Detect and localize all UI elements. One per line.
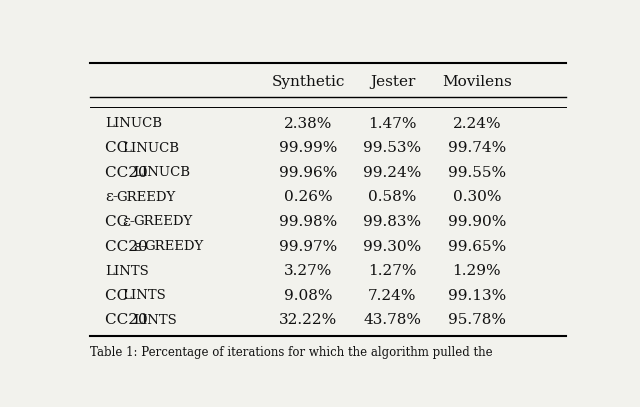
Text: 99.13%: 99.13% xyxy=(447,289,506,303)
Text: CC: CC xyxy=(105,215,133,229)
Text: 99.96%: 99.96% xyxy=(279,166,337,180)
Text: 32.22%: 32.22% xyxy=(279,313,337,327)
Text: Table 1: Percentage of iterations for which the algorithm pulled the: Table 1: Percentage of iterations for wh… xyxy=(90,346,493,359)
Text: CC: CC xyxy=(105,141,133,155)
Text: ε-: ε- xyxy=(133,240,147,254)
Text: GREEDY: GREEDY xyxy=(133,215,193,228)
Text: 2.24%: 2.24% xyxy=(452,117,501,131)
Text: ε-: ε- xyxy=(122,215,135,229)
Text: LINTS: LINTS xyxy=(133,314,177,327)
Text: CC20: CC20 xyxy=(105,313,152,327)
Text: 99.30%: 99.30% xyxy=(364,240,422,254)
Text: LINUCB: LINUCB xyxy=(133,166,190,179)
Text: Jester: Jester xyxy=(370,75,415,89)
Text: 99.74%: 99.74% xyxy=(447,141,506,155)
Text: GREEDY: GREEDY xyxy=(116,191,175,204)
Text: 99.24%: 99.24% xyxy=(364,166,422,180)
Text: 3.27%: 3.27% xyxy=(284,264,332,278)
Text: 7.24%: 7.24% xyxy=(368,289,417,303)
Text: CC20: CC20 xyxy=(105,240,152,254)
Text: Synthetic: Synthetic xyxy=(271,75,345,89)
Text: LINUCB: LINUCB xyxy=(122,142,179,155)
Text: CC: CC xyxy=(105,289,133,303)
Text: 99.65%: 99.65% xyxy=(447,240,506,254)
Text: 99.55%: 99.55% xyxy=(448,166,506,180)
Text: 99.83%: 99.83% xyxy=(364,215,422,229)
Text: 1.29%: 1.29% xyxy=(452,264,501,278)
Text: 1.27%: 1.27% xyxy=(368,264,417,278)
Text: 99.97%: 99.97% xyxy=(279,240,337,254)
Text: ε-: ε- xyxy=(105,190,118,204)
Text: 2.38%: 2.38% xyxy=(284,117,332,131)
Text: 0.26%: 0.26% xyxy=(284,190,332,204)
Text: 0.30%: 0.30% xyxy=(452,190,501,204)
Text: LINTS: LINTS xyxy=(105,265,148,278)
Text: 99.53%: 99.53% xyxy=(364,141,422,155)
Text: 9.08%: 9.08% xyxy=(284,289,332,303)
Text: Movilens: Movilens xyxy=(442,75,511,89)
Text: 0.58%: 0.58% xyxy=(368,190,417,204)
Text: 1.47%: 1.47% xyxy=(368,117,417,131)
Text: 43.78%: 43.78% xyxy=(364,313,422,327)
Text: LINUCB: LINUCB xyxy=(105,117,162,130)
Text: GREEDY: GREEDY xyxy=(145,240,204,253)
Text: 99.99%: 99.99% xyxy=(279,141,337,155)
Text: 95.78%: 95.78% xyxy=(448,313,506,327)
Text: LINTS: LINTS xyxy=(122,289,166,302)
Text: 99.98%: 99.98% xyxy=(279,215,337,229)
Text: CC20: CC20 xyxy=(105,166,152,180)
Text: 99.90%: 99.90% xyxy=(447,215,506,229)
